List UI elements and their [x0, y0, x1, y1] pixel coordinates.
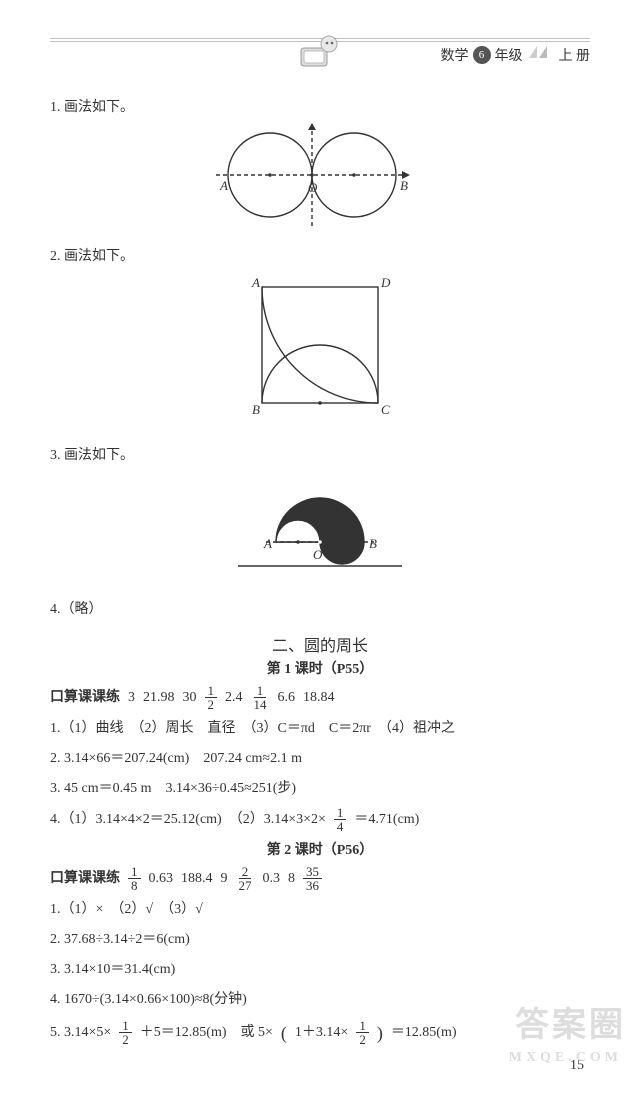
p56-l3: 3. 3.14×10＝31.4(cm) [50, 958, 590, 982]
p56-l5: 5. 3.14×5× 12 ＋5＝12.85(m) 或 5× ((1＋3.14×… [50, 1018, 590, 1049]
ks-v: 6.6 [278, 686, 296, 710]
svg-text:O: O [308, 180, 318, 195]
ks-v: 30 [183, 686, 197, 710]
ks-v: 8 [288, 867, 295, 891]
subject-label: 数学 [441, 45, 469, 65]
mascot-icon [297, 34, 343, 70]
ks-v: 3 [128, 686, 135, 710]
item-1-label: 1. 画法如下。 [50, 96, 590, 116]
svg-text:A: A [219, 178, 228, 193]
grade-badge: 6 [473, 46, 491, 64]
svg-text:C: C [381, 402, 390, 417]
page-number: 15 [50, 1058, 590, 1074]
p56-l5a: 5. 3.14×5× [50, 1021, 111, 1045]
svg-text:B: B [252, 402, 260, 417]
item-3-label: 3. 画法如下。 [50, 444, 590, 464]
p55-kousuan: 口算课课练 3 21.98 30 12 2.4 114 6.6 18.84 [50, 684, 590, 711]
ks-v: 21.98 [143, 686, 175, 710]
ks-frac: 12 [205, 684, 218, 711]
svg-text:O: O [313, 547, 323, 562]
ks-v: 2.4 [225, 686, 243, 710]
page-header: 数学 6 年级 上 册 [50, 38, 590, 82]
p55-l4b: ＝4.71(cm) [354, 808, 419, 832]
ks-frac: 114 [251, 684, 270, 711]
item-4-label: 4.（略） [50, 598, 590, 618]
paren-close-icon: ) [377, 1018, 383, 1049]
section-title: 二、圆的周长 [50, 632, 590, 656]
p55-l1: 1.（1）曲线 （2）周长 直径 （3）C＝πd C＝2πr （4）祖冲之 [50, 717, 590, 741]
p55-l2: 2. 3.14×66＝207.24(cm) 207.24 cm≈2.1 m [50, 747, 590, 771]
subsection-1: 第 1 课时（P55） [50, 658, 590, 678]
ks-v: 0.63 [149, 867, 174, 891]
subsection-2: 第 2 课时（P56） [50, 839, 590, 859]
svg-text:A: A [263, 536, 272, 551]
p56-l5b: ＋5＝12.85(m) 或 5× [140, 1021, 273, 1045]
svg-text:D: D [380, 275, 391, 290]
figure-3: A O B [50, 468, 590, 588]
p56-l5c: ＝12.85(m) [391, 1021, 457, 1045]
ks-v: 0.3 [263, 867, 281, 891]
p56-l4: 4. 1670÷(3.14×0.66×100)≈8(分钟) [50, 988, 590, 1012]
p56-l5-inner: 1＋3.14× [295, 1021, 348, 1045]
p55-l4a: 4.（1）3.14×4×2＝25.12(cm) （2）3.14×3×2× [50, 808, 326, 832]
p56-l2: 2. 37.68÷3.14÷2＝6(cm) [50, 928, 590, 952]
kousuan-label: 口算课课练 [50, 686, 120, 710]
ks-v: 188.4 [181, 867, 213, 891]
ks-frac: 3536 [303, 865, 322, 892]
p56-kousuan: 口算课课练 18 0.63 188.4 9 227 0.3 8 3536 [50, 865, 590, 892]
ks-frac: 18 [128, 865, 141, 892]
ks-frac: 227 [236, 865, 255, 892]
figure-2: A D B C [50, 269, 590, 434]
grade-suffix: 年级 [495, 45, 523, 65]
ks-v: 9 [221, 867, 228, 891]
p55-l4: 4.（1）3.14×4×2＝25.12(cm) （2）3.14×3×2× 14 … [50, 806, 590, 833]
svg-text:B: B [400, 178, 408, 193]
header-right: 数学 6 年级 上 册 [441, 44, 591, 65]
paren-open-icon: ( [281, 1018, 287, 1049]
p56-l5f2: 12 [356, 1019, 369, 1046]
item-2-label: 2. 画法如下。 [50, 245, 590, 265]
svg-text:B: B [369, 536, 377, 551]
p55-l3: 3. 45 cm＝0.45 m 3.14×36÷0.45≈251(步) [50, 777, 590, 801]
volume-label: 上 册 [559, 45, 591, 65]
figure-1: A O B [50, 120, 590, 235]
chevron-icon [527, 44, 555, 65]
p56-l5f1: 12 [119, 1019, 132, 1046]
p55-l4-frac: 14 [334, 806, 347, 833]
svg-text:A: A [251, 275, 260, 290]
p56-l1: 1.（1）× （2）√ （3）√ [50, 898, 590, 922]
kousuan-label: 口算课课练 [50, 867, 120, 891]
ks-v: 18.84 [303, 686, 335, 710]
